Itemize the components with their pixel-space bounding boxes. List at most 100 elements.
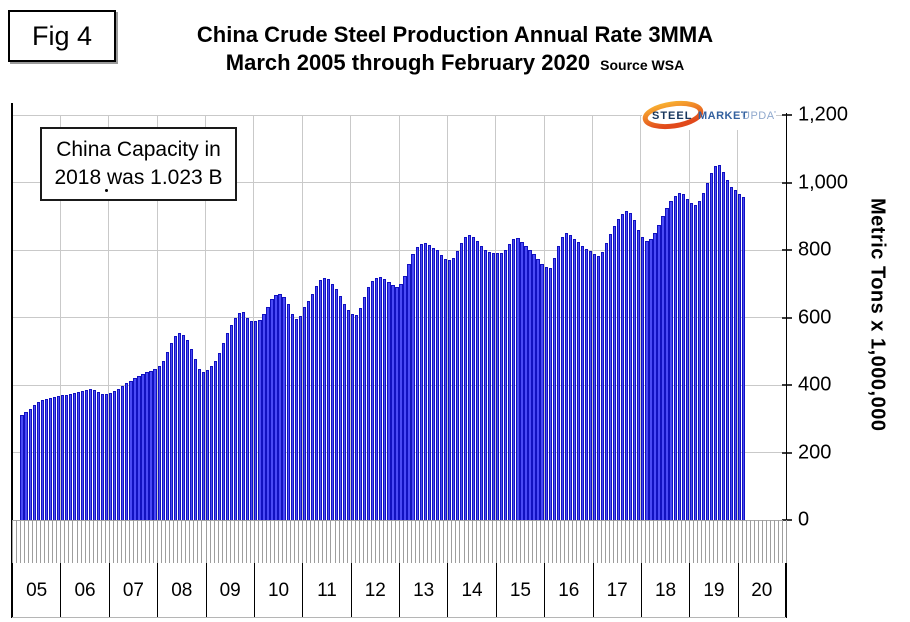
- month-tick: [88, 520, 90, 563]
- month-tick: [447, 520, 449, 563]
- x-axis-year-label: 07: [108, 563, 157, 618]
- month-tick: [636, 520, 638, 563]
- bar: [278, 293, 282, 520]
- month-tick: [721, 520, 723, 563]
- logo-swoosh-icon: [642, 100, 704, 130]
- bar: [246, 317, 250, 520]
- bar: [84, 390, 89, 520]
- month-tick: [471, 520, 473, 563]
- bar: [665, 207, 669, 520]
- month-tick: [737, 520, 739, 563]
- bar: [125, 383, 129, 520]
- bar: [306, 301, 310, 520]
- month-tick: [12, 520, 13, 563]
- bar: [729, 186, 734, 520]
- month-tick: [749, 520, 751, 563]
- bar: [209, 366, 214, 520]
- bar: [564, 233, 568, 520]
- bar: [117, 388, 121, 520]
- bar: [28, 408, 32, 520]
- bar: [157, 366, 161, 520]
- month-tick: [366, 520, 368, 563]
- month-tick: [572, 520, 574, 563]
- bar: [217, 352, 222, 520]
- bar: [133, 378, 137, 520]
- bar: [351, 314, 355, 520]
- month-tick: [528, 520, 529, 563]
- bar: [613, 225, 617, 520]
- month-tick: [423, 520, 425, 563]
- bar: [725, 180, 730, 520]
- bar: [322, 277, 327, 520]
- gridline-vertical: [156, 115, 158, 520]
- month-tick: [697, 520, 699, 563]
- figure-label-box: Fig 4: [8, 10, 116, 62]
- bar: [475, 240, 480, 520]
- month-tick: [326, 520, 328, 563]
- month-tick: [725, 520, 727, 563]
- month-tick: [769, 520, 771, 563]
- month-tick: [76, 520, 78, 563]
- month-tick: [374, 520, 376, 563]
- bar: [379, 277, 383, 520]
- month-tick: [104, 520, 106, 563]
- bar: [149, 370, 153, 520]
- month-tick: [620, 520, 622, 563]
- x-axis-year-label: 13: [399, 563, 447, 618]
- month-tick: [515, 520, 517, 563]
- bar: [738, 194, 742, 520]
- month-tick: [552, 520, 554, 563]
- month-tick: [616, 520, 618, 563]
- bar: [480, 245, 484, 520]
- month-tick: [185, 520, 187, 563]
- y-axis-tick-label: 200: [798, 441, 832, 463]
- bar: [80, 390, 85, 520]
- month-tick: [92, 520, 94, 563]
- month-tick: [334, 520, 336, 563]
- month-tick: [52, 520, 54, 563]
- bar: [693, 205, 697, 520]
- bar: [44, 398, 48, 520]
- bar: [213, 360, 218, 520]
- month-tick: [302, 520, 304, 563]
- month-tick: [507, 520, 509, 563]
- bar: [24, 411, 28, 520]
- bar: [504, 250, 508, 520]
- x-axis-year-label: 11: [302, 563, 350, 618]
- bar: [697, 201, 701, 520]
- x-axis-year-label: 17: [592, 563, 641, 618]
- bar: [600, 251, 605, 520]
- bar: [544, 266, 548, 520]
- y-axis-tick: [782, 114, 792, 116]
- bar: [540, 264, 544, 520]
- month-tick: [503, 520, 505, 563]
- month-tick: [24, 520, 26, 563]
- month-tick: [459, 520, 461, 563]
- month-tick: [713, 520, 715, 563]
- month-tick: [354, 520, 356, 563]
- gridline-vertical: [446, 115, 448, 520]
- month-tick: [382, 520, 384, 563]
- x-axis-year-label: 19: [689, 563, 737, 618]
- bar: [536, 259, 540, 520]
- month-tick: [677, 520, 679, 563]
- month-tick: [564, 520, 566, 563]
- y-axis-tick: [782, 384, 792, 386]
- y-axis-tick-label: 1,200: [798, 103, 849, 126]
- bar: [705, 183, 709, 520]
- bar: [129, 380, 133, 520]
- month-tick: [330, 520, 332, 563]
- month-tick: [221, 520, 223, 563]
- month-tick: [342, 520, 344, 563]
- bar: [391, 285, 395, 520]
- month-tick: [241, 520, 243, 563]
- bar: [36, 402, 40, 520]
- month-tick: [415, 520, 417, 563]
- month-tick: [576, 520, 578, 563]
- month-tick: [153, 520, 155, 563]
- month-tick: [765, 520, 767, 563]
- month-tick: [431, 520, 433, 563]
- bar: [467, 234, 472, 520]
- bar: [258, 319, 262, 520]
